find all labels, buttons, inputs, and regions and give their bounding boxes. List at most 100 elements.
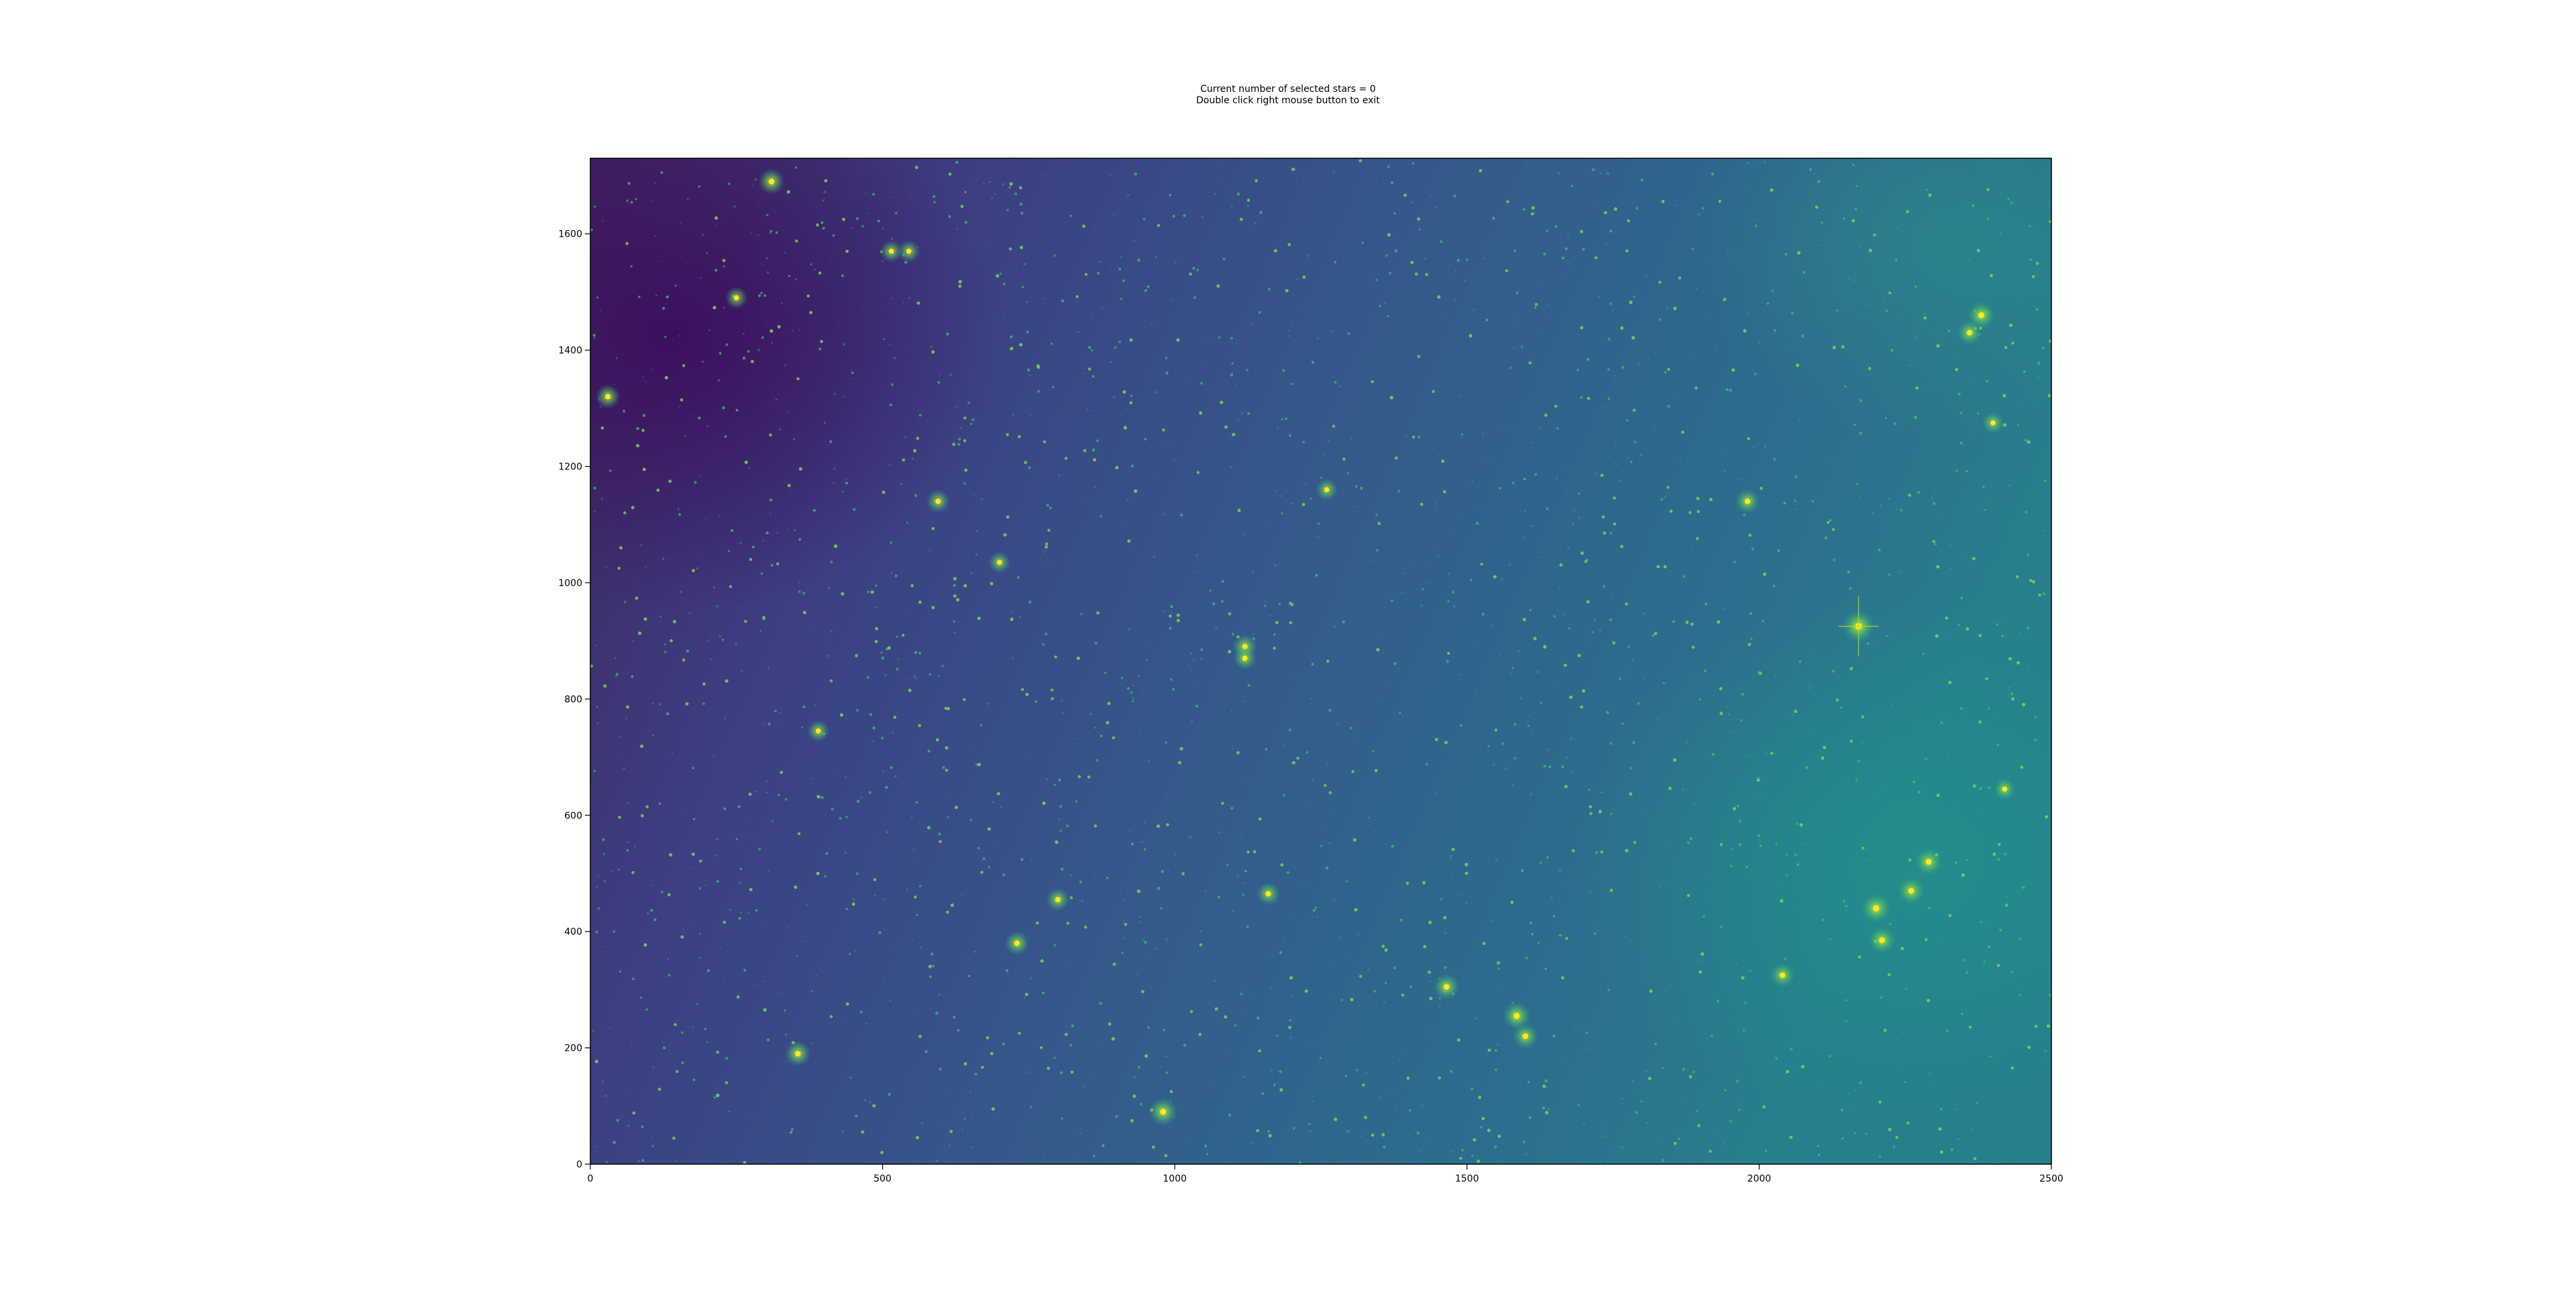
faint-star [975,763,978,766]
faint-star [1961,620,1964,622]
bright-star[interactable] [1513,1013,1520,1019]
faint-star [1794,725,1796,728]
faint-star [1512,469,1513,471]
bright-star[interactable] [935,498,941,504]
faint-star [865,192,867,194]
faint-star [1996,623,1998,626]
faint-star [1621,1097,1623,1100]
faint-star [1525,1153,1527,1155]
faint-star [633,1017,635,1019]
star-field-image[interactable] [335,40,2261,1165]
faint-star [1922,652,1925,655]
bright-star[interactable] [768,178,775,184]
bright-star[interactable] [2002,786,2008,792]
bright-star[interactable] [997,559,1002,565]
faint-star [1593,919,1596,922]
faint-star [781,1087,783,1089]
faint-star [1676,204,1678,207]
faint-star [1775,1057,1778,1060]
bright-star[interactable] [1055,897,1061,903]
faint-star [1217,180,1219,182]
faint-star [1449,857,1452,860]
bright-star[interactable] [1780,972,1786,978]
faint-star [1380,636,1382,638]
faint-star [1580,396,1583,399]
faint-star [1613,864,1615,867]
faint-star [1601,515,1605,519]
bright-star[interactable] [1978,312,1984,319]
faint-star [1593,872,1595,875]
faint-star [1500,834,1502,836]
faint-star [1499,653,1501,655]
bright-star[interactable] [1242,655,1248,661]
faint-star [1574,1028,1577,1031]
faint-star [1442,611,1444,612]
faint-star [1727,713,1730,716]
faint-star [1176,613,1180,617]
faint-star [1420,604,1423,607]
faint-star [1167,870,1170,872]
faint-star [970,572,973,575]
bright-star[interactable] [734,295,739,300]
bright-star[interactable] [1522,1033,1529,1039]
faint-star [1672,758,1677,762]
faint-star [1852,1109,1855,1111]
faint-star [1955,540,1957,543]
faint-star [733,205,736,208]
faint-star [1111,1037,1115,1041]
faint-star [1365,1072,1368,1074]
bright-star[interactable] [1324,487,1330,493]
bright-star[interactable] [1925,858,1932,865]
faint-star [1881,854,1884,856]
faint-star [1024,992,1028,997]
bright-star[interactable] [906,248,912,254]
faint-star [1539,862,1542,864]
bright-star[interactable] [1990,420,1996,426]
faint-star [1140,777,1142,778]
bright-star[interactable] [1908,888,1915,894]
bright-star[interactable] [815,728,821,734]
bright-star[interactable] [1878,937,1885,944]
bright-star[interactable] [1744,498,1751,504]
faint-star [1424,562,1426,564]
faint-star [1846,1145,1848,1147]
faint-star [1511,481,1515,484]
bright-star[interactable] [1265,891,1271,897]
bright-star[interactable] [605,394,611,400]
bright-star[interactable] [794,1050,801,1057]
faint-star [1702,915,1705,918]
faint-star [1514,319,1516,321]
faint-star [1233,854,1235,856]
faint-star [1112,396,1115,398]
faint-star [1015,268,1018,270]
bright-star[interactable] [1444,984,1450,990]
faint-star [1180,514,1183,517]
faint-star [1364,270,1366,271]
faint-star [1780,899,1784,903]
faint-star [1894,259,1898,262]
faint-star [1381,1133,1385,1137]
faint-star [960,893,963,896]
faint-star [1667,404,1670,408]
faint-star [1330,330,1333,333]
faint-star [1419,502,1424,506]
faint-star [1273,249,1277,253]
bright-star[interactable] [1160,1108,1167,1115]
faint-star [1306,882,1308,884]
faint-star [1881,789,1883,791]
faint-star [1601,791,1603,794]
faint-star [790,1131,793,1134]
faint-star [1399,712,1401,714]
bright-star[interactable] [1014,940,1020,946]
bright-star[interactable] [1966,330,1973,336]
bright-star[interactable] [888,248,894,254]
faint-star [1230,374,1234,377]
faint-star [1209,249,1211,251]
bright-star[interactable] [1872,905,1880,912]
faint-star [2034,738,2037,742]
faint-star [1403,193,1407,197]
faint-star [1638,362,1640,365]
faint-star [739,911,742,914]
faint-star [1152,1145,1155,1149]
